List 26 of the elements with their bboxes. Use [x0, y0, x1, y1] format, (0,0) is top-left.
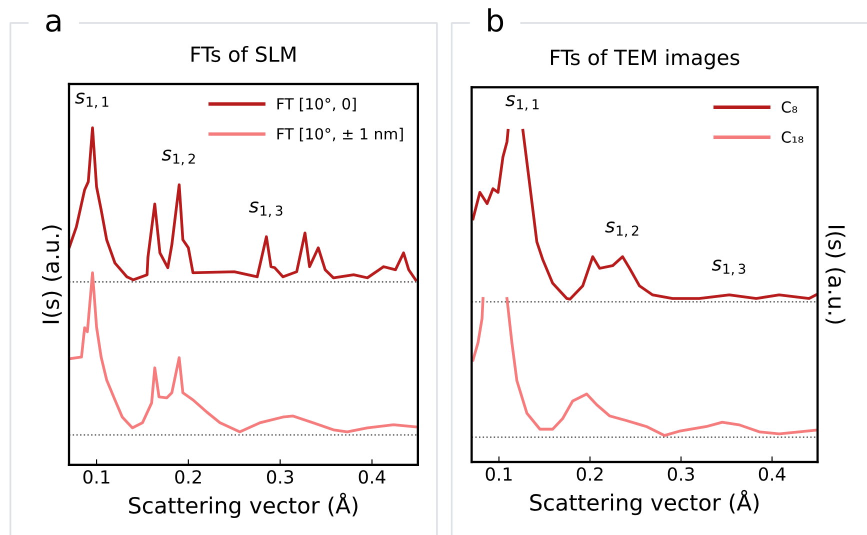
- x-tick-label: 0.1: [486, 467, 512, 481]
- text: a: [46, 14, 60, 32]
- y-axis-title: I(s) (a.u.): [42, 226, 62, 324]
- annotation: s$_{1,2}$: [162, 150, 195, 166]
- x-tick-label: 0.2: [576, 467, 603, 481]
- legend-label: C₈: [782, 101, 798, 113]
- annotation: s$_{1,2}$: [605, 222, 638, 238]
- chart-title: FTs of TEM images: [551, 49, 740, 70]
- legend-label: C₁₈: [782, 131, 804, 143]
- x-tick-label: 0.2: [175, 470, 201, 484]
- annotation: s$_{1,1}$: [75, 92, 108, 108]
- x-axis-title: Scattering vector (Å): [129, 492, 358, 518]
- y2-axis-title: I(s) (a.u.): [826, 226, 846, 324]
- x-tick-label: 0.1: [83, 470, 110, 484]
- annotation: s$_{1,3}$: [712, 260, 746, 276]
- legend-label: FT [10°, ± 1 nm]: [277, 128, 403, 142]
- legend-label: FT [10°, 0]: [277, 98, 356, 112]
- x-tick-label: 0.4: [358, 470, 386, 484]
- x-tick-label: 0.3: [267, 470, 294, 484]
- chart-title: FTs of SLM: [192, 46, 296, 62]
- x-tick-label: 0.3: [668, 467, 694, 481]
- x-tick-label: 0.4: [758, 467, 786, 481]
- annotation: s$_{1,1}$: [506, 95, 539, 111]
- text: b: [488, 8, 504, 32]
- annotation: s$_{1,3}$: [249, 202, 282, 218]
- x-axis-title: Scattering vector (Å): [530, 490, 759, 516]
